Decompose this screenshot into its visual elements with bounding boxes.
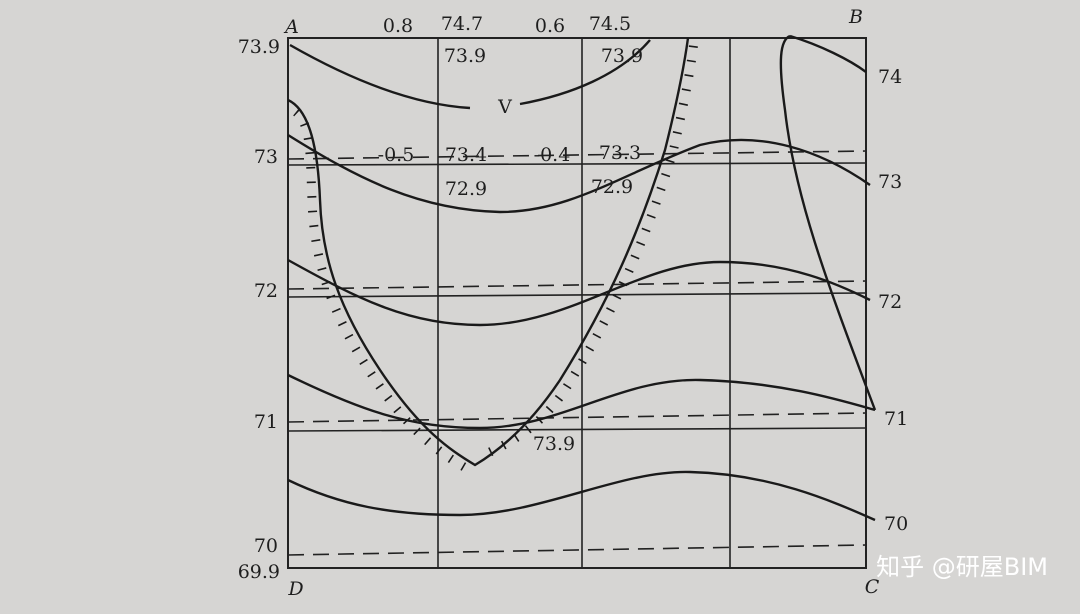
- left-label: 70: [254, 535, 278, 557]
- grid: [287, 38, 867, 568]
- grid-label: 73.9: [601, 45, 643, 67]
- grid-label: 72.9: [445, 178, 487, 200]
- grid-label: -0.5: [378, 144, 415, 166]
- corner-label: D: [287, 578, 303, 600]
- contour: [519, 39, 651, 106]
- grid-label: 73.9: [444, 45, 486, 67]
- contour: [287, 258, 871, 327]
- grid-label: V: [497, 96, 512, 118]
- left-label: 73: [254, 146, 278, 168]
- design-line: [287, 544, 867, 556]
- top-label: 0.8: [383, 15, 413, 37]
- contour: [287, 470, 876, 522]
- top-label: 0.6: [535, 15, 565, 37]
- corner-label: A: [283, 16, 299, 38]
- right-label: 74: [878, 66, 902, 88]
- left-label: 71: [254, 411, 278, 433]
- grid-label: 73.4: [445, 144, 487, 166]
- corner-label: C: [865, 576, 880, 598]
- grid-label: -0.4: [534, 144, 571, 166]
- right-label: 71: [884, 408, 908, 430]
- design-line: [287, 412, 867, 423]
- contour: [287, 373, 876, 430]
- left-label: 69.9: [238, 561, 280, 583]
- grid-line: [287, 427, 867, 432]
- right-label: 70: [884, 513, 908, 535]
- labels: A B C D 73.9 73 72 71 70 69.9 74 73 72 7…: [238, 6, 1048, 600]
- boundary: [789, 34, 867, 73]
- top-label: 74.7: [441, 13, 483, 35]
- left-label: 73.9: [238, 36, 280, 58]
- cut-fill-boundary: [287, 37, 690, 467]
- right-label: 73: [878, 171, 902, 193]
- design-line: [287, 280, 867, 290]
- right-label: 72: [878, 291, 902, 313]
- hatching: [488, 39, 699, 457]
- contour: [287, 133, 871, 214]
- grid-label: 72.9: [591, 176, 633, 198]
- top-label: 74.5: [589, 13, 631, 35]
- grid-label: 73.9: [533, 433, 575, 455]
- design-line: [287, 150, 867, 160]
- corner-label: B: [848, 6, 863, 28]
- grid-line: [287, 292, 867, 298]
- left-label: 72: [254, 280, 278, 302]
- watermark: 知乎 @研屋BIM: [876, 553, 1048, 581]
- grid-line: [287, 162, 867, 166]
- contours: [287, 34, 877, 522]
- contour: [289, 43, 471, 110]
- frame: [287, 37, 867, 569]
- boundary: [779, 34, 877, 411]
- grid-label: 73.3: [599, 142, 641, 164]
